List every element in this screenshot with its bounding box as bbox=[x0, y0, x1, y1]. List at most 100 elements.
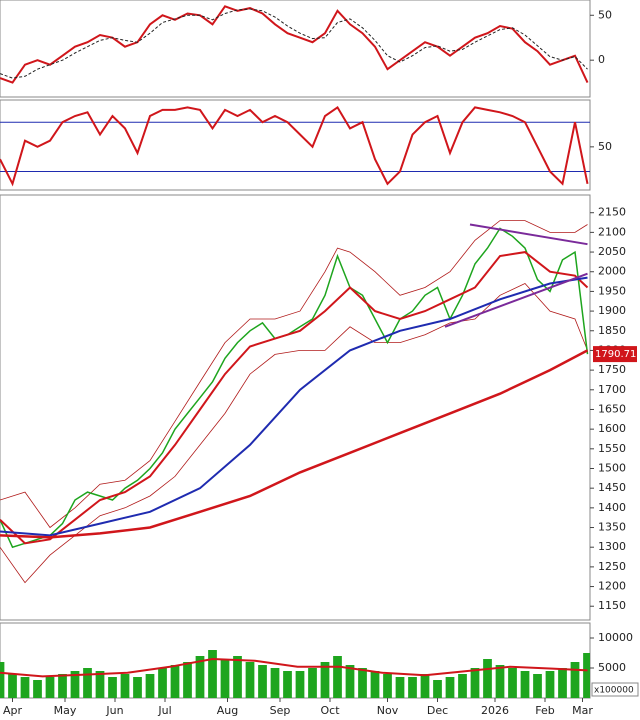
series-line bbox=[0, 5, 589, 84]
volume-bar bbox=[558, 668, 567, 698]
volume-bar bbox=[583, 653, 590, 698]
volume-bar bbox=[508, 668, 517, 698]
panel-frame bbox=[0, 194, 591, 621]
y-tick-label: 50 bbox=[598, 140, 612, 153]
series-line bbox=[0, 657, 588, 678]
x-tick-label: Oct bbox=[320, 704, 340, 717]
series-line bbox=[469, 223, 588, 246]
y-tick-label: 1450 bbox=[598, 481, 626, 494]
volume-bar bbox=[245, 662, 255, 698]
y-tick-label: 1150 bbox=[598, 599, 626, 612]
volume-bar bbox=[58, 674, 67, 698]
volume-bar bbox=[45, 677, 55, 698]
y-tick-label: 1950 bbox=[598, 284, 626, 297]
y-tick-label: 1500 bbox=[598, 461, 626, 474]
series-line bbox=[0, 105, 589, 187]
volume-bar bbox=[258, 665, 267, 698]
y-tick-label: 1700 bbox=[598, 383, 626, 396]
volume-bar bbox=[233, 656, 242, 698]
x-tick-label: Sep bbox=[270, 704, 291, 717]
volume-bar bbox=[445, 677, 455, 698]
volume-bar bbox=[133, 677, 142, 698]
x-tick-label: Dec bbox=[427, 704, 448, 717]
x-tick-label: Aug bbox=[217, 704, 238, 717]
y-tick-label: 50 bbox=[598, 8, 612, 21]
volume-bar bbox=[20, 677, 30, 698]
volume-bar bbox=[470, 668, 480, 698]
series-line bbox=[0, 8, 588, 79]
unit-box bbox=[591, 682, 639, 697]
series-line bbox=[0, 251, 589, 545]
volume-bar bbox=[195, 656, 205, 698]
volume-bar bbox=[320, 662, 330, 698]
plot-area bbox=[0, 650, 590, 698]
series-line bbox=[0, 220, 588, 529]
x-tick-label: Jul bbox=[157, 704, 171, 717]
volume-bar bbox=[0, 662, 5, 698]
last-value-label: 1790.71 bbox=[595, 349, 636, 360]
volume-bar bbox=[158, 668, 167, 698]
unit-label: x100000 bbox=[594, 686, 634, 696]
y-tick-label: 2100 bbox=[598, 225, 626, 238]
x-tick-label: Jun bbox=[105, 704, 123, 717]
y-tick-label: 1850 bbox=[598, 324, 626, 337]
volume-bar bbox=[520, 671, 530, 698]
y-tick-label: 1400 bbox=[598, 501, 626, 514]
y-tick-label: 1650 bbox=[598, 402, 626, 415]
y-tick-label: 2000 bbox=[598, 265, 626, 278]
series-line bbox=[0, 349, 589, 539]
volume-bar bbox=[145, 674, 155, 698]
x-tick-label: Mar bbox=[572, 704, 593, 717]
y-tick-label: 1300 bbox=[598, 540, 626, 553]
volume-bar bbox=[83, 668, 92, 698]
volume-bar bbox=[120, 674, 130, 698]
y-tick-label: 2050 bbox=[598, 245, 626, 258]
y-tick-label: 1900 bbox=[598, 304, 626, 317]
y-tick-label: 1550 bbox=[598, 442, 626, 455]
volume-bar bbox=[483, 659, 492, 698]
y-tick-label: 10000 bbox=[598, 631, 633, 644]
volume-bar bbox=[208, 650, 217, 698]
x-tick-label: Nov bbox=[377, 704, 399, 717]
x-tick-label: May bbox=[54, 704, 77, 717]
volume-bar bbox=[383, 674, 392, 698]
series-line bbox=[0, 276, 588, 537]
panel-frame bbox=[0, 99, 591, 191]
volume-bar bbox=[345, 665, 355, 698]
volume-bar bbox=[570, 662, 580, 698]
plot-area bbox=[0, 5, 589, 84]
volume-bar bbox=[183, 662, 192, 698]
volume-bar bbox=[108, 677, 117, 698]
plot-area bbox=[0, 105, 589, 187]
volume-bar bbox=[408, 677, 417, 698]
volume-bar bbox=[370, 671, 380, 698]
y-tick-label: 1200 bbox=[598, 580, 626, 593]
panel-frame bbox=[0, 0, 591, 98]
x-tick-label: 2026 bbox=[481, 704, 509, 717]
volume-bar bbox=[8, 674, 17, 698]
volume-bar bbox=[170, 665, 180, 698]
y-tick-label: 5000 bbox=[598, 661, 626, 674]
volume-bar bbox=[333, 656, 342, 698]
y-tick-label: 1600 bbox=[598, 422, 626, 435]
volume-bar bbox=[308, 668, 317, 698]
y-tick-label: 2150 bbox=[598, 206, 626, 219]
y-tick-label: 1750 bbox=[598, 363, 626, 376]
series-line bbox=[0, 227, 589, 549]
y-tick-label: 1350 bbox=[598, 521, 626, 534]
x-tick-label: Apr bbox=[3, 704, 23, 717]
volume-bar bbox=[420, 674, 430, 698]
series-line bbox=[0, 283, 588, 584]
volume-bar bbox=[433, 680, 442, 698]
volume-bar bbox=[33, 680, 42, 698]
volume-bar bbox=[358, 668, 367, 698]
volume-bar bbox=[295, 671, 305, 698]
plot-area bbox=[0, 220, 589, 584]
volume-bar bbox=[458, 674, 467, 698]
y-tick-label: 0 bbox=[598, 53, 605, 66]
volume-bar bbox=[545, 671, 555, 698]
volume-bar bbox=[533, 674, 542, 698]
volume-bar bbox=[270, 668, 280, 698]
